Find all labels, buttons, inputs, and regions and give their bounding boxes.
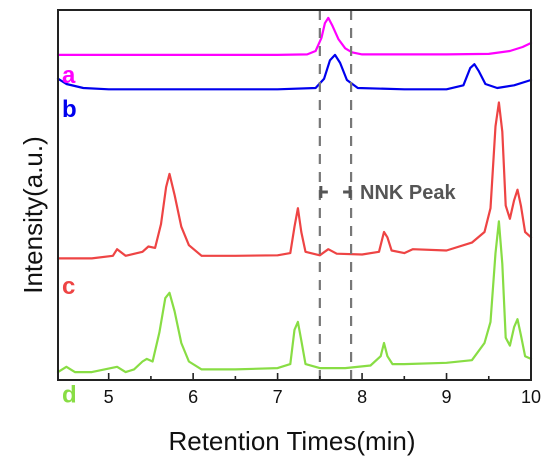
series-line-c — [56, 101, 533, 260]
plot-frame — [57, 9, 532, 381]
x-tick-label: 6 — [188, 387, 198, 407]
series-label-c: c — [62, 273, 75, 300]
series-labels: ab c d — [62, 62, 77, 409]
x-tick-label: 10 — [521, 387, 541, 407]
series-line-b — [56, 53, 533, 91]
nnk-peak-markers — [318, 10, 353, 380]
series-label-b: b — [62, 96, 77, 123]
series-line-a — [56, 16, 533, 56]
x-ticks: 5 6 7 8 9 10 — [104, 373, 541, 407]
nnk-peak-bracket — [319, 186, 352, 198]
y-axis-title: Intensity(a.u.) — [18, 136, 48, 294]
x-tick-label: 9 — [442, 387, 452, 407]
series-line-d — [56, 220, 533, 374]
x-axis-title: Retention Times(min) — [168, 426, 415, 456]
series-label-a: a — [62, 62, 76, 89]
series-label-d: d — [62, 382, 77, 409]
nnk-peak-label: NNK Peak — [360, 182, 456, 204]
x-tick-label: 5 — [104, 387, 114, 407]
series-group — [56, 16, 533, 374]
x-tick-label: 8 — [357, 387, 367, 407]
x-tick-label: 7 — [273, 387, 283, 407]
axes — [57, 9, 532, 381]
